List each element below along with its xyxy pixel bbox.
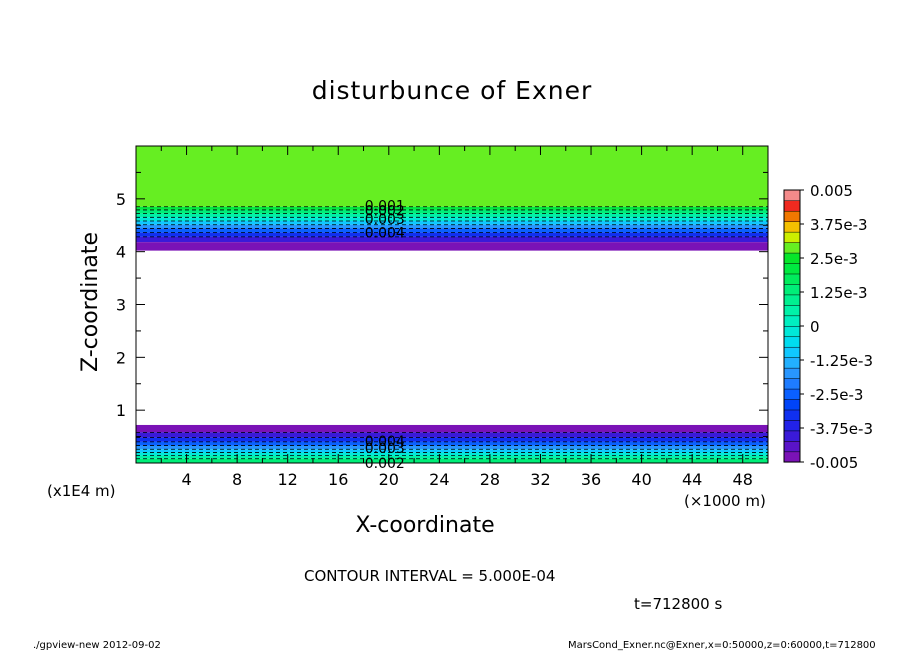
x-tick-label-28: 28 — [480, 470, 500, 489]
x-tick-label-40: 40 — [631, 470, 651, 489]
colorbar-label-6: 2.5e-3 — [810, 250, 858, 268]
colorbar-cell-4 — [783, 409, 801, 421]
footer-left: ./gpview-new 2012-09-02 — [33, 640, 161, 651]
band-lower-5 — [136, 449, 768, 453]
colorbar-cell-20 — [783, 242, 801, 254]
colorbar-cell-14 — [783, 304, 801, 317]
x-tick-label-4: 4 — [181, 470, 191, 489]
x-tick-label-8: 8 — [232, 470, 242, 489]
colorbar-cell-18 — [783, 262, 801, 275]
band-upper-2 — [136, 209, 768, 214]
colorbar-cell-1 — [783, 440, 801, 453]
colorbar-cell-10 — [783, 346, 801, 358]
colorbar-cell-17 — [783, 273, 801, 285]
band-upper-0 — [136, 146, 768, 207]
colorbar-cell-12 — [783, 325, 801, 338]
band-lower-8 — [136, 458, 768, 463]
y-tick-label-4: 4 — [116, 243, 126, 262]
colorbar-cell-16 — [783, 283, 801, 296]
colorbar-label-0: -0.005 — [810, 454, 858, 472]
band-lower-1 — [136, 432, 768, 438]
colorbar-cell-21 — [783, 231, 801, 243]
chart-title: disturbunce of Exner — [311, 76, 593, 105]
y-axis-label: Z-coordinate — [78, 232, 103, 372]
colorbar-cell-25 — [783, 189, 801, 202]
colorbar-cell-5 — [783, 398, 801, 411]
colorbar-cell-11 — [783, 336, 801, 348]
colorbar-label-2: -2.5e-3 — [810, 386, 863, 404]
colorbar-label-5: 1.25e-3 — [810, 284, 868, 302]
band-lower-7 — [136, 455, 768, 459]
band-lower-0 — [136, 424, 768, 433]
colorbar-label-3: -1.25e-3 — [810, 352, 873, 370]
band-lower-4 — [136, 445, 768, 450]
x-tick-label-24: 24 — [429, 470, 449, 489]
colorbar-cell-23 — [783, 210, 801, 222]
y-unit-label: (x1E4 m) — [47, 482, 116, 500]
band-lower-3 — [136, 441, 768, 446]
colorbar-cell-3 — [783, 419, 801, 432]
x-tick-label-48: 48 — [733, 470, 753, 489]
band-upper-7 — [136, 228, 768, 233]
band-upper-5 — [136, 221, 768, 225]
time-label: t=712800 s — [634, 595, 723, 613]
x-tick-label-36: 36 — [581, 470, 601, 489]
colorbar-cell-15 — [783, 294, 801, 306]
colorbar-label-7: 3.75e-3 — [810, 216, 868, 234]
colorbar-cell-6 — [783, 388, 801, 400]
y-tick-label-1: 1 — [116, 401, 126, 420]
y-tick-label-2: 2 — [116, 348, 126, 367]
contour-interval-label: CONTOUR INTERVAL = 5.000E-04 — [304, 567, 556, 585]
band-upper-3 — [136, 213, 768, 218]
band-upper-4 — [136, 217, 768, 222]
colorbar-cell-13 — [783, 315, 801, 327]
colorbar-cell-8 — [783, 367, 801, 379]
colorbar-cell-0 — [783, 451, 801, 463]
band-upper-1 — [136, 206, 768, 210]
colorbar-cell-2 — [783, 430, 801, 442]
x-tick-label-32: 32 — [530, 470, 550, 489]
x-tick-label-44: 44 — [682, 470, 702, 489]
band-upper-9 — [136, 236, 768, 243]
colorbar-label-1: -3.75e-3 — [810, 420, 873, 438]
x-tick-label-20: 20 — [379, 470, 399, 489]
x-tick-label-16: 16 — [328, 470, 348, 489]
contour-label-4: 0.004 — [365, 434, 405, 450]
colorbar-cell-19 — [783, 252, 801, 264]
contour-label-2: 0.003 — [365, 212, 405, 228]
contour-label-1: 0.002 — [365, 203, 405, 219]
y-tick-label-5: 5 — [116, 190, 126, 209]
band-lower-6 — [136, 452, 768, 456]
band-upper-10 — [136, 242, 768, 251]
x-axis-label: X-coordinate — [355, 513, 495, 538]
contour-label-6: 0.002 — [365, 456, 405, 472]
contour-label-5: 0.003 — [365, 441, 405, 457]
colorbar-label-8: 0.005 — [810, 182, 853, 200]
y-tick-label-3: 3 — [116, 296, 126, 315]
band-upper-8 — [136, 232, 768, 237]
x-unit-label: (×1000 m) — [684, 492, 766, 510]
band-upper-6 — [136, 224, 768, 229]
colorbar-cell-7 — [783, 378, 801, 390]
colorbar-cell-22 — [783, 221, 801, 233]
colorbar-cell-9 — [783, 357, 801, 369]
footer-right: MarsCond_Exner.nc@Exner,x=0:50000,z=0:60… — [568, 640, 876, 651]
colorbar-cell-24 — [783, 200, 801, 212]
colorbar-label-4: 0 — [810, 318, 820, 336]
contour-label-0: 0.001 — [365, 199, 405, 215]
contour-label-3: 0.004 — [365, 226, 405, 242]
x-tick-label-12: 12 — [278, 470, 298, 489]
band-lower-2 — [136, 437, 768, 442]
